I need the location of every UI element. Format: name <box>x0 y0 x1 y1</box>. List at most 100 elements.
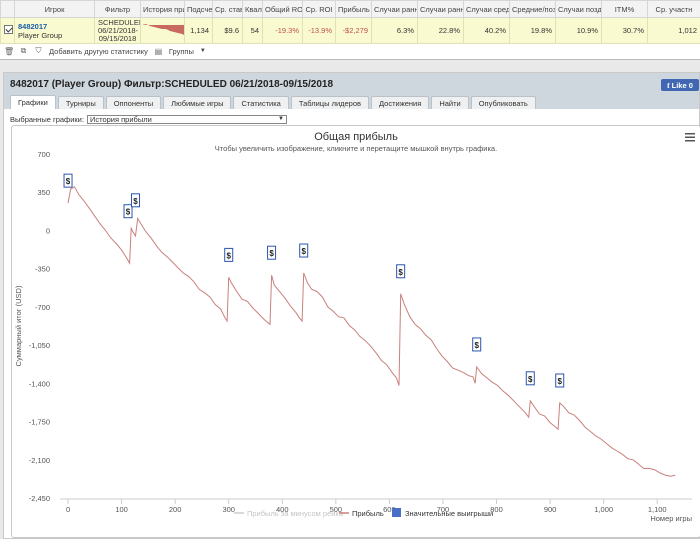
col-header-count[interactable]: Подсчет <box>184 0 213 18</box>
svg-text:Значительные выигрыши: Значительные выигрыши <box>405 509 493 518</box>
chart-menu-icon[interactable] <box>685 133 695 142</box>
y-tick-label: 350 <box>37 188 50 197</box>
filter-cell: SCHEDULED 06/21/2018- 09/15/2018 <box>94 17 141 44</box>
svg-text:$: $ <box>398 268 403 277</box>
col-header-select <box>0 0 15 18</box>
tabs-row: Графики Турниры Оппоненты Любимые игры С… <box>4 95 699 109</box>
mid-value: 40.2% <box>463 17 510 44</box>
stats-panel: Игрок Фильтр История при Подсчет Ср. ста… <box>0 0 700 60</box>
chevron-down-icon[interactable]: ▼ <box>199 48 206 54</box>
col-header-early2[interactable]: Случаи ранн <box>417 0 464 18</box>
early2-value: 22.8% <box>417 17 464 44</box>
row-select-cell[interactable] <box>0 17 15 44</box>
itm-value: 30.7% <box>601 17 648 44</box>
big-win-marker[interactable]: $ <box>525 371 535 386</box>
tab-publish[interactable]: Опубликовать <box>470 96 536 109</box>
x-tick-label: 1,000 <box>594 505 613 514</box>
panel-header: 8482017 (Player Group) Фильтр:SCHEDULED … <box>4 73 699 95</box>
svg-text:$: $ <box>558 377 563 386</box>
tab-charts[interactable]: Графики <box>10 95 56 109</box>
chart-select[interactable]: История прибыли <box>86 115 287 124</box>
filter-type: SCHEDULED <box>98 17 141 27</box>
x-tick-label: 100 <box>115 505 128 514</box>
avg-entrants-value: 1,012 <box>647 17 700 44</box>
big-win-marker[interactable]: $ <box>267 245 277 260</box>
tab-leaderboards[interactable]: Таблицы лидеров <box>290 96 370 109</box>
tab-favorite-games[interactable]: Любимые игры <box>163 96 232 109</box>
col-header-profit[interactable]: Прибыль <box>335 0 372 18</box>
y-tick-label: -1,750 <box>29 418 50 427</box>
x-tick-label: 600 <box>383 505 396 514</box>
col-header-avg-stake[interactable]: Ср. став <box>212 0 243 18</box>
trash-icon[interactable]: 🗑 <box>4 46 15 56</box>
row-checkbox[interactable] <box>4 25 13 34</box>
y-tick-label: -350 <box>35 265 50 274</box>
y-tick-label: -1,050 <box>29 341 50 350</box>
filter-date-end: 09/15/2018 <box>98 33 137 43</box>
big-win-marker[interactable]: $ <box>299 243 309 258</box>
groups-button[interactable]: Группы <box>168 46 194 56</box>
filter-icon[interactable]: ⛉ <box>35 46 42 55</box>
tab-tournaments[interactable]: Турниры <box>57 96 104 109</box>
legend-item[interactable]: Прибыль за минусом рейка <box>234 509 344 518</box>
main-panel: 8482017 (Player Group) Фильтр:SCHEDULED … <box>3 72 700 539</box>
legend-item[interactable]: Значительные выигрыши <box>392 508 493 518</box>
chart-select-label: Выбранные графики: <box>10 115 84 124</box>
chart-frame[interactable]: Общая прибыль Чтобы увеличить изображени… <box>11 125 700 538</box>
qual-value: 54 <box>242 17 263 44</box>
x-tick-label: 500 <box>330 505 343 514</box>
svg-text:$: $ <box>226 251 231 260</box>
big-win-marker[interactable]: $ <box>123 204 133 219</box>
table-row: 8482017 Player Group SCHEDULED 06/21/201… <box>0 17 700 44</box>
col-header-mid-late[interactable]: Средние/поз <box>509 0 556 18</box>
tab-achievements[interactable]: Достижения <box>371 96 430 109</box>
col-header-avg-roi[interactable]: Ср. ROI <box>302 0 336 18</box>
svg-text:$: $ <box>269 249 274 258</box>
filter-date-start: 06/21/2018- <box>98 25 139 35</box>
tab-opponents[interactable]: Оппоненты <box>105 96 162 109</box>
legend-item[interactable]: Прибыль <box>339 509 384 518</box>
chart-subtitle: Чтобы увеличить изображение, кликните и … <box>215 144 497 153</box>
series-line-profit[interactable] <box>67 186 676 477</box>
col-header-mid[interactable]: Случаи сред <box>463 0 510 18</box>
x-tick-label: 900 <box>544 505 557 514</box>
y-tick-label: -700 <box>35 303 50 312</box>
y-tick-label: -1,400 <box>29 379 50 388</box>
big-win-marker[interactable]: $ <box>396 264 406 279</box>
chart-legend: Прибыль за минусом рейка Прибыль Значитель… <box>234 508 493 518</box>
profit-value: -$2,279 <box>335 17 372 44</box>
col-header-total-roi[interactable]: Общий ROI <box>262 0 303 18</box>
svg-text:$: $ <box>528 375 533 384</box>
copy-icon[interactable]: ⧉ <box>20 46 27 55</box>
stats-header-row: Игрок Фильтр История при Подсчет Ср. ста… <box>0 0 700 18</box>
player-link[interactable]: 8482017 <box>18 21 48 31</box>
big-win-marker[interactable]: $ <box>472 337 482 352</box>
history-sparkline <box>142 23 184 35</box>
tab-find[interactable]: Найти <box>431 96 469 109</box>
col-header-player[interactable]: Игрок <box>14 0 95 18</box>
add-statistic-button[interactable]: Добавить другую статистику <box>49 46 148 56</box>
col-header-late[interactable]: Случаи позд <box>555 0 602 18</box>
facebook-icon: f <box>667 80 670 90</box>
col-header-qual[interactable]: Квалі <box>242 0 263 18</box>
y-tick-label: -2,450 <box>29 494 50 503</box>
col-header-avg-entrants[interactable]: Ср. участн <box>647 0 700 18</box>
facebook-like-button[interactable]: f Like 0 <box>661 79 699 91</box>
tab-statistics[interactable]: Статистика <box>233 96 289 109</box>
col-header-early1[interactable]: Случаи ранн <box>371 0 418 18</box>
col-header-history[interactable]: История при <box>140 0 185 18</box>
total-roi-value: -19.3% <box>262 17 303 44</box>
big-win-marker[interactable]: $ <box>555 373 565 388</box>
x-tick-label: 700 <box>437 505 450 514</box>
profit-chart[interactable]: Общая прибыль Чтобы увеличить изображени… <box>12 126 700 537</box>
svg-text:Прибыль за минусом рейка: Прибыль за минусом рейка <box>247 509 344 518</box>
big-win-marker[interactable]: $ <box>224 247 234 262</box>
x-tick-label: 400 <box>276 505 289 514</box>
col-header-filter[interactable]: Фильтр <box>94 0 141 18</box>
x-tick-label: 1,100 <box>648 505 667 514</box>
big-win-marker[interactable]: $ <box>131 193 141 208</box>
col-header-itm[interactable]: ITM% <box>601 0 648 18</box>
chart-select-row: Выбранные графики: История прибыли <box>10 115 287 124</box>
big-win-marker[interactable]: $ <box>63 173 73 188</box>
player-group-label: Player Group <box>18 30 63 40</box>
